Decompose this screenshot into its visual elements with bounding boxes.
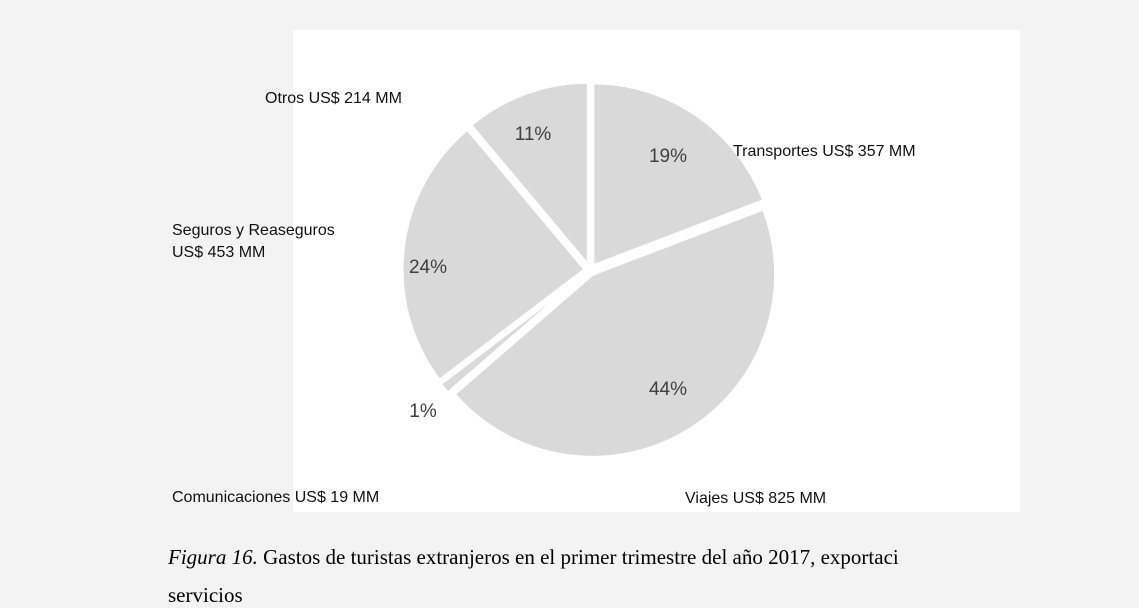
pie-slice bbox=[468, 80, 590, 270]
category-label: Transportes US$ 357 MM bbox=[733, 143, 916, 160]
data-label: 24% bbox=[409, 257, 447, 278]
pie-slice bbox=[591, 81, 766, 269]
pie-slice bbox=[438, 271, 588, 396]
data-label: 19% bbox=[649, 146, 687, 167]
pie-slice bbox=[400, 127, 588, 383]
pie-slice bbox=[452, 207, 778, 459]
data-label: 44% bbox=[649, 379, 687, 400]
category-label: Comunicaciones US$ 19 MM bbox=[172, 489, 380, 506]
caption-text: Gastos de turistas extranjeros en el pri… bbox=[263, 545, 899, 569]
data-label: 1% bbox=[409, 401, 437, 422]
caption-text: servicios bbox=[168, 583, 243, 607]
category-label: Otros US$ 214 MM bbox=[265, 90, 402, 107]
category-label: Viajes US$ 825 MM bbox=[685, 490, 827, 507]
caption: Figura 16. Gastos de turistas extranjero… bbox=[168, 545, 899, 570]
data-label: 11% bbox=[515, 124, 552, 145]
category-label: Seguros y Reaseguros US$ 453 MM bbox=[172, 222, 335, 261]
caption-label: Figura 16. bbox=[168, 545, 258, 569]
